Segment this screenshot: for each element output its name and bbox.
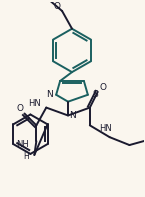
Text: O: O <box>54 2 61 11</box>
Text: HN: HN <box>29 99 41 108</box>
Text: H: H <box>24 152 29 161</box>
Text: HN: HN <box>99 124 112 133</box>
Text: NH: NH <box>16 139 28 149</box>
Text: O: O <box>16 104 23 113</box>
Text: N: N <box>70 111 76 120</box>
Text: O: O <box>99 83 106 92</box>
Text: N: N <box>46 90 53 99</box>
Text: S: S <box>92 90 98 99</box>
